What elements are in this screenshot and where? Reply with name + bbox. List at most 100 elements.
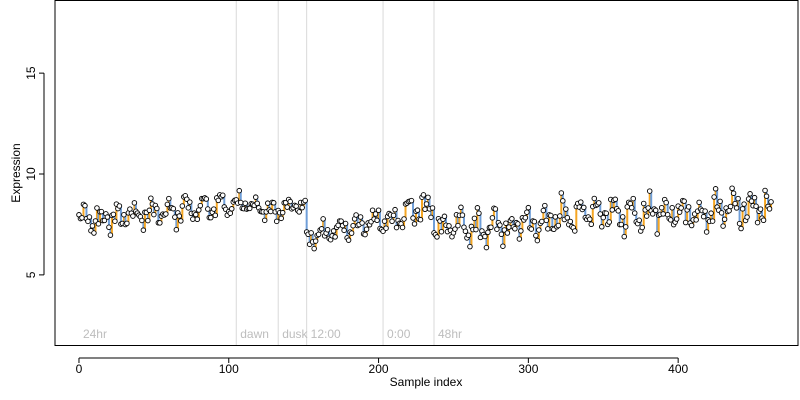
data-point [459, 212, 466, 218]
data-point [640, 200, 647, 207]
data-point [278, 215, 284, 222]
data-point [567, 218, 574, 225]
data-point [766, 206, 773, 212]
data-point [658, 204, 665, 211]
data-point [362, 231, 368, 238]
data-point [252, 194, 259, 200]
data-point [178, 218, 184, 224]
data-point [483, 244, 490, 251]
data-point [489, 215, 496, 221]
data-point [685, 204, 692, 210]
data-point [735, 195, 741, 202]
data-point [660, 211, 666, 217]
data-point [112, 218, 118, 224]
data-point [652, 207, 659, 214]
y-tick-label: 10 [24, 167, 38, 181]
data-point [345, 237, 352, 243]
data-point [744, 214, 750, 220]
data-point [176, 213, 183, 219]
data-point [621, 233, 627, 240]
data-point [522, 214, 529, 221]
data-point [383, 225, 389, 231]
data-point [389, 218, 395, 225]
data-point [417, 216, 424, 223]
data-point [525, 204, 532, 211]
data-point [545, 226, 551, 232]
data-point [733, 205, 740, 211]
y-tick-label: 15 [24, 66, 38, 80]
data-point [717, 198, 723, 205]
data-point [163, 211, 169, 217]
data-point [516, 236, 523, 242]
data-point [542, 202, 548, 209]
data-point [393, 224, 400, 231]
data-point [151, 211, 157, 218]
data-point [423, 201, 430, 207]
data-point [429, 205, 436, 211]
data-point [208, 214, 214, 221]
data-point [741, 201, 747, 207]
data-point [318, 226, 325, 232]
data-point [350, 222, 356, 229]
data-point [220, 192, 226, 199]
data-point [227, 210, 234, 216]
data-point [311, 245, 317, 252]
data-point [678, 205, 684, 211]
data-point [342, 220, 349, 227]
data-point [596, 200, 602, 206]
data-point [320, 216, 326, 222]
data-point [203, 196, 210, 202]
data-point [587, 216, 593, 222]
data-point [190, 216, 196, 222]
data-point [688, 222, 695, 229]
data-point [606, 219, 613, 225]
data-point [552, 214, 559, 220]
data-point [599, 224, 605, 230]
data-point [622, 224, 629, 230]
y-tick-label: 5 [24, 271, 38, 278]
data-point [428, 214, 434, 221]
segment-label: 24hr [83, 327, 107, 341]
data-point [104, 214, 111, 220]
data-point [738, 225, 744, 232]
data-point [211, 206, 217, 212]
data-points [76, 185, 774, 252]
data-point [721, 216, 728, 223]
data-point [164, 201, 171, 208]
data-point [646, 188, 653, 194]
data-point [753, 203, 759, 209]
data-point [86, 214, 93, 220]
data-point [534, 237, 541, 244]
data-point [509, 216, 515, 222]
data-point [696, 199, 702, 206]
data-point [170, 205, 177, 212]
data-point [682, 219, 689, 226]
data-point [465, 232, 472, 238]
data-point [600, 214, 607, 221]
data-point [681, 198, 687, 204]
data-point [476, 210, 482, 217]
segment-label: dawn [240, 327, 269, 341]
data-point [754, 219, 761, 226]
data-point [603, 210, 610, 217]
data-point [452, 226, 458, 232]
data-point [131, 200, 138, 206]
data-point [242, 200, 248, 206]
data-point [299, 204, 305, 211]
data-point [539, 218, 545, 225]
data-point [524, 209, 530, 215]
data-point [381, 218, 388, 224]
data-point [212, 212, 219, 219]
data-point [636, 217, 642, 224]
data-point [700, 213, 707, 220]
data-point [91, 230, 97, 236]
data-point [94, 205, 100, 211]
data-point [145, 217, 151, 224]
data-point [302, 197, 308, 204]
data-point [357, 214, 364, 220]
data-point [563, 206, 569, 212]
data-point [79, 215, 85, 221]
data-point [494, 226, 500, 232]
